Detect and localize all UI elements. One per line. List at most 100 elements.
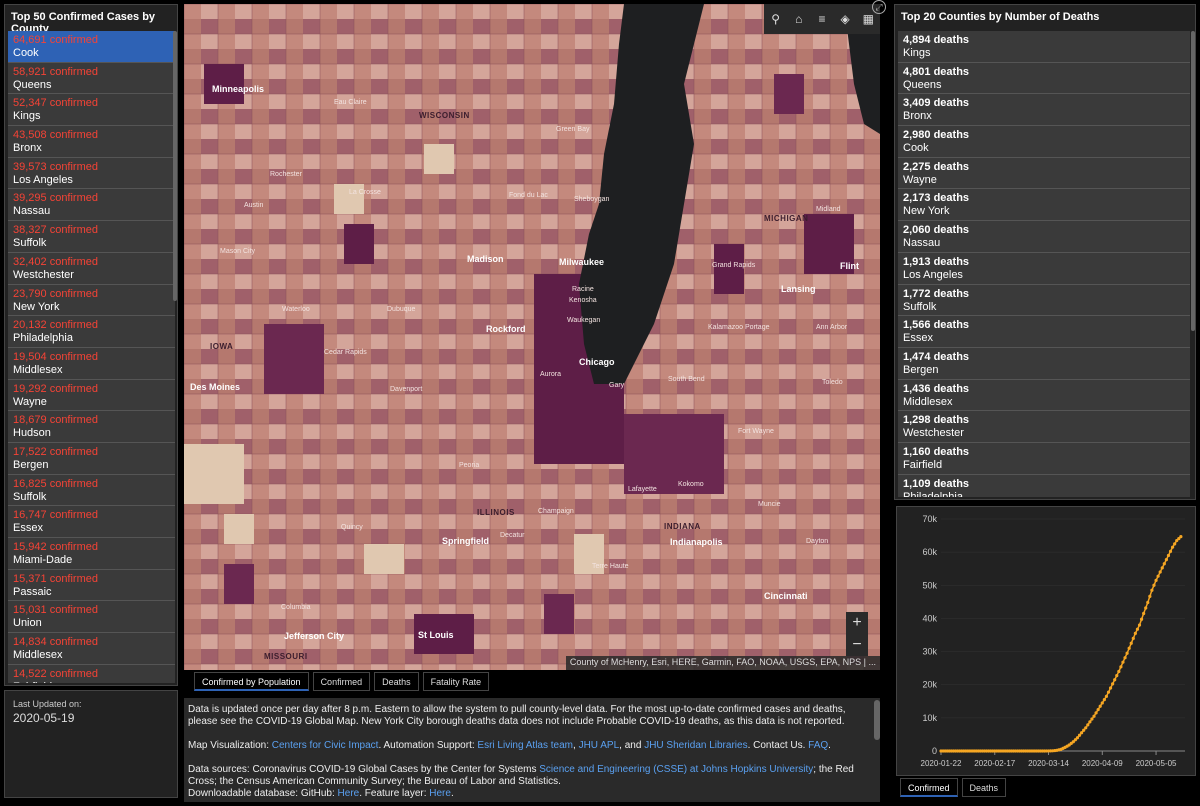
info-text: Data sources: Coronavirus COVID-19 Globa… xyxy=(188,764,540,775)
county-case-item[interactable]: 15,371 confirmed Passaic xyxy=(8,569,175,602)
info-text: . Feature layer: xyxy=(359,788,430,799)
search-icon[interactable]: ⚲ xyxy=(771,12,780,26)
county-death-item[interactable]: 2,173 deaths New York xyxy=(898,189,1190,222)
confirmed-list-scrollbar[interactable] xyxy=(173,31,177,301)
county-case-item[interactable]: 38,327 confirmed Suffolk xyxy=(8,221,175,253)
case-value: 20,132 confirmed xyxy=(13,319,98,332)
map-label-fort-wayne: Fort Wayne xyxy=(738,428,774,435)
county-name: Nassau xyxy=(903,237,941,250)
data-point xyxy=(1175,538,1179,543)
data-point xyxy=(1170,545,1175,549)
county-name: Wayne xyxy=(903,173,937,186)
home-icon[interactable]: ⌂ xyxy=(795,12,803,26)
county-death-item[interactable]: 1,160 deaths Fairfield xyxy=(898,442,1190,475)
county-death-item[interactable]: 2,275 deaths Wayne xyxy=(898,157,1190,190)
case-value: 32,402 confirmed xyxy=(13,255,98,268)
layers-icon[interactable]: ◈ xyxy=(840,12,850,26)
link-csse[interactable]: Science and Engineering (CSSE) at Johns … xyxy=(539,764,814,775)
map-toolbar: ⚲ ⌂ ≡ ◈ ▦ xyxy=(764,4,880,34)
x-tick-label: 2020-03-14 xyxy=(1028,759,1069,768)
county-death-item[interactable]: 2,980 deaths Cook xyxy=(898,126,1190,158)
map-label-racine: Racine xyxy=(572,286,594,293)
tab-confirmed[interactable]: Confirmed xyxy=(312,672,371,691)
map-label-chicago: Chicago xyxy=(579,357,615,367)
deaths-list[interactable]: 4,894 deaths Kings 4,801 deaths Queens 3,409… xyxy=(898,31,1190,497)
county-case-item[interactable]: 43,508 confirmed Bronx xyxy=(8,126,175,158)
county-name: Suffolk xyxy=(13,237,47,250)
data-point xyxy=(1111,682,1115,686)
county-case-item[interactable]: 16,825 confirmed Suffolk xyxy=(8,474,175,507)
map-label-lansing: Lansing xyxy=(781,284,816,294)
county-death-item[interactable]: 4,801 deaths Queens xyxy=(898,62,1190,95)
county-name: Philadelphia xyxy=(13,332,73,345)
death-value: 1,436 deaths xyxy=(903,382,970,395)
county-name: Cook xyxy=(13,47,39,59)
death-value: 4,894 deaths xyxy=(903,34,970,46)
county-death-item[interactable]: 1,566 deaths Essex xyxy=(898,316,1190,348)
county-death-item[interactable]: 1,913 deaths Los Angeles xyxy=(898,252,1190,285)
county-case-item[interactable]: 19,292 confirmed Wayne xyxy=(8,379,175,412)
death-value: 4,801 deaths xyxy=(903,65,970,78)
data-point xyxy=(1123,656,1127,660)
county-death-item[interactable]: 1,474 deaths Bergen xyxy=(898,347,1190,380)
confirmed-cases-list[interactable]: 64,691 confirmed Cook 58,921 confirmed Quee… xyxy=(8,31,175,683)
county-case-item[interactable]: 58,921 confirmed Queens xyxy=(8,62,175,95)
county-name: Essex xyxy=(903,332,933,345)
death-value: 1,566 deaths xyxy=(903,319,970,332)
county-case-item[interactable]: 14,834 confirmed Middlesex xyxy=(8,633,175,665)
link-sheridan[interactable]: JHU Sheridan Libraries xyxy=(644,740,748,751)
county-death-item[interactable]: 1,436 deaths Middlesex xyxy=(898,379,1190,412)
tab-deaths[interactable]: Deaths xyxy=(374,672,419,691)
county-case-item[interactable]: 64,691 confirmed Cook xyxy=(8,31,175,63)
county-case-item[interactable]: 14,522 confirmedFairfield xyxy=(8,664,175,683)
tab-chart-confirmed[interactable]: Confirmed xyxy=(900,778,958,797)
county-map[interactable]: Minneapolis Eau Claire WISCONSIN Green B… xyxy=(184,4,880,670)
county-case-item[interactable]: 15,942 confirmed Miami-Dade xyxy=(8,538,175,570)
zoom-out-button[interactable]: − xyxy=(852,636,862,653)
info-scrollbar[interactable] xyxy=(874,700,880,740)
x-tick-label: 2020-04-09 xyxy=(1082,759,1123,768)
link-feature-layer[interactable]: Here xyxy=(429,788,451,799)
map-label-wisconsin: WISCONSIN xyxy=(419,111,470,120)
county-case-item[interactable]: 39,573 confirmed Los Angeles xyxy=(8,157,175,190)
data-point xyxy=(1094,711,1098,715)
county-death-item[interactable]: 2,060 deaths Nassau xyxy=(898,221,1190,253)
link-github[interactable]: Here xyxy=(337,788,360,799)
map-label-des-moines: Des Moines xyxy=(190,382,241,392)
list-icon[interactable]: ≡ xyxy=(818,12,826,26)
link-living-atlas[interactable]: Esri Living Atlas team xyxy=(477,740,574,751)
link-civic-impact[interactable]: Centers for Civic Impact xyxy=(271,740,379,751)
county-case-item[interactable]: 17,522 confirmed Bergen xyxy=(8,442,175,475)
county-death-item[interactable]: 1,772 deaths Suffolk xyxy=(898,284,1190,317)
county-case-item[interactable]: 20,132 confirmed Philadelphia xyxy=(8,316,175,348)
county-case-item[interactable]: 52,347 confirmed Kings xyxy=(8,94,175,127)
y-tick-label: 30k xyxy=(922,647,937,657)
tab-chart-deaths[interactable]: Deaths xyxy=(961,778,1007,797)
county-death-item[interactable]: 4,894 deaths Kings xyxy=(898,31,1190,63)
qr-icon[interactable]: ▦ xyxy=(862,12,875,26)
link-faq[interactable]: FAQ xyxy=(808,740,829,751)
county-case-item[interactable]: 32,402 confirmed Westchester xyxy=(8,252,175,285)
county-case-item[interactable]: 16,747 confirmed Essex xyxy=(8,506,175,538)
county-case-item[interactable]: 19,504 confirmed Middlesex xyxy=(8,347,175,380)
data-point xyxy=(1098,704,1102,708)
series-line xyxy=(941,536,1182,752)
case-value: 39,295 confirmed xyxy=(13,192,98,205)
county-death-item[interactable]: 1,109 deaths Philadelphia xyxy=(898,474,1190,497)
zoom-in-button[interactable]: + xyxy=(852,614,862,631)
county-case-item[interactable]: 18,679 confirmed Hudson xyxy=(8,411,175,443)
tab-fatality-rate[interactable]: Fatality Rate xyxy=(422,672,490,691)
county-death-item[interactable]: 3,409 deaths Bronx xyxy=(898,94,1190,127)
data-point xyxy=(1075,736,1080,740)
expand-icon[interactable]: ⤢ xyxy=(872,0,886,14)
tab-confirmed-by-population[interactable]: Confirmed by Population xyxy=(194,672,309,691)
county-death-item[interactable]: 1,298 deaths Westchester xyxy=(898,411,1190,443)
data-point xyxy=(1104,694,1109,698)
county-case-item[interactable]: 39,295 confirmed Nassau xyxy=(8,189,175,222)
map-label-iowa: IOWA xyxy=(210,342,234,351)
data-point xyxy=(1096,707,1100,712)
county-case-item[interactable]: 23,790 confirmed New York xyxy=(8,284,175,317)
county-case-item[interactable]: 15,031 confirmed Union xyxy=(8,601,175,634)
deaths-list-scrollbar[interactable] xyxy=(1191,31,1195,331)
link-jhu-apl[interactable]: JHU APL xyxy=(578,740,620,751)
